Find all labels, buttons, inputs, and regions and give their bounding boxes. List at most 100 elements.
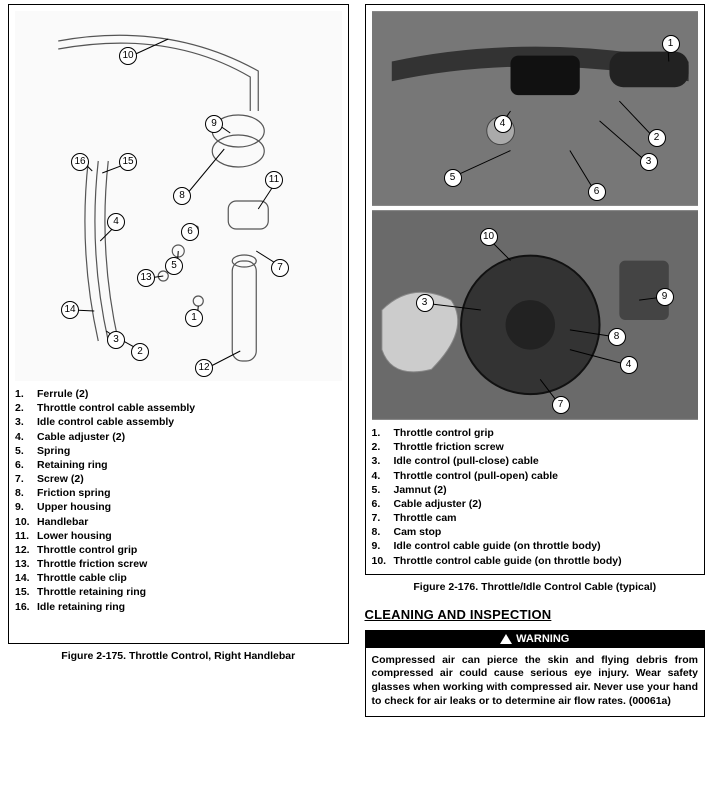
parts-num: 2. bbox=[372, 440, 394, 454]
parts-num: 3. bbox=[372, 454, 394, 468]
parts-row: 6.Cable adjuster (2) bbox=[372, 497, 699, 511]
parts-label: Friction spring bbox=[37, 486, 111, 500]
callout: 6 bbox=[588, 183, 606, 201]
warning-icon bbox=[500, 634, 512, 644]
callout: 7 bbox=[271, 259, 289, 277]
callout: 3 bbox=[107, 331, 125, 349]
parts-label: Throttle control cable guide (on throttl… bbox=[394, 554, 622, 568]
left-column: 10 9 16 15 8 11 4 6 5 13 7 1 14 3 2 12 1… bbox=[0, 0, 357, 789]
callout: 12 bbox=[195, 359, 213, 377]
parts-num: 2. bbox=[15, 401, 37, 415]
photo-throttle-body: 10 3 9 8 4 7 bbox=[372, 210, 699, 420]
parts-row: 3.Idle control (pull-close) cable bbox=[372, 454, 699, 468]
parts-num: 8. bbox=[372, 525, 394, 539]
parts-label: Throttle control (pull-open) cable bbox=[394, 469, 559, 483]
callout: 2 bbox=[648, 129, 666, 147]
parts-num: 5. bbox=[372, 483, 394, 497]
parts-num: 5. bbox=[15, 444, 37, 458]
parts-num: 8. bbox=[15, 486, 37, 500]
callout: 10 bbox=[480, 228, 498, 246]
parts-row: 6.Retaining ring bbox=[15, 458, 342, 472]
callout: 3 bbox=[416, 294, 434, 312]
parts-num: 11. bbox=[15, 529, 37, 543]
parts-label: Throttle control grip bbox=[37, 543, 137, 557]
right-column: 1 4 2 3 5 6 bbox=[357, 0, 713, 789]
callout: 16 bbox=[71, 153, 89, 171]
parts-label: Cam stop bbox=[394, 525, 442, 539]
parts-row: 5.Spring bbox=[15, 444, 342, 458]
parts-label: Spring bbox=[37, 444, 70, 458]
parts-label: Throttle retaining ring bbox=[37, 585, 146, 599]
warning-label: WARNING bbox=[516, 633, 569, 645]
parts-label: Jamnut (2) bbox=[394, 483, 447, 497]
parts-num: 12. bbox=[15, 543, 37, 557]
parts-num: 9. bbox=[372, 539, 394, 553]
figure-2-175: 10 9 16 15 8 11 4 6 5 13 7 1 14 3 2 12 1… bbox=[8, 4, 349, 644]
parts-num: 1. bbox=[15, 387, 37, 401]
parts-row: 4.Cable adjuster (2) bbox=[15, 430, 342, 444]
parts-row: 9.Upper housing bbox=[15, 500, 342, 514]
parts-label: Upper housing bbox=[37, 500, 111, 514]
parts-row: 12.Throttle control grip bbox=[15, 543, 342, 557]
callout: 8 bbox=[173, 187, 191, 205]
parts-num: 14. bbox=[15, 571, 37, 585]
parts-num: 7. bbox=[372, 511, 394, 525]
parts-label: Throttle control cable assembly bbox=[37, 401, 195, 415]
callout: 2 bbox=[131, 343, 149, 361]
parts-label: Throttle cam bbox=[394, 511, 457, 525]
parts-num: 10. bbox=[372, 554, 394, 568]
parts-row: 3.Idle control cable assembly bbox=[15, 415, 342, 429]
parts-label: Ferrule (2) bbox=[37, 387, 88, 401]
parts-row: 5.Jamnut (2) bbox=[372, 483, 699, 497]
parts-list-right: 1.Throttle control grip2.Throttle fricti… bbox=[372, 426, 699, 568]
callout: 3 bbox=[640, 153, 658, 171]
parts-label: Throttle friction screw bbox=[37, 557, 147, 571]
parts-label: Throttle control grip bbox=[394, 426, 494, 440]
parts-row: 4.Throttle control (pull-open) cable bbox=[372, 469, 699, 483]
parts-num: 13. bbox=[15, 557, 37, 571]
parts-row: 10.Handlebar bbox=[15, 515, 342, 529]
callout: 5 bbox=[444, 169, 462, 187]
parts-row: 8.Friction spring bbox=[15, 486, 342, 500]
callout: 1 bbox=[662, 35, 680, 53]
parts-row: 10.Throttle control cable guide (on thro… bbox=[372, 554, 699, 568]
figure-caption-left: Figure 2-175. Throttle Control, Right Ha… bbox=[8, 650, 349, 662]
parts-label: Idle control cable guide (on throttle bo… bbox=[394, 539, 601, 553]
parts-num: 6. bbox=[15, 458, 37, 472]
parts-row: 9.Idle control cable guide (on throttle … bbox=[372, 539, 699, 553]
warning-block: WARNING Compressed air can pierce the sk… bbox=[365, 630, 706, 718]
callout: 15 bbox=[119, 153, 137, 171]
parts-num: 7. bbox=[15, 472, 37, 486]
figure-caption-right: Figure 2-176. Throttle/Idle Control Cabl… bbox=[365, 581, 706, 593]
callout: 5 bbox=[165, 257, 183, 275]
parts-label: Cable adjuster (2) bbox=[394, 497, 482, 511]
callout: 9 bbox=[656, 288, 674, 306]
parts-num: 1. bbox=[372, 426, 394, 440]
parts-row: 7.Screw (2) bbox=[15, 472, 342, 486]
warning-text: Compressed air can pierce the skin and f… bbox=[365, 648, 706, 718]
parts-num: 6. bbox=[372, 497, 394, 511]
parts-num: 4. bbox=[372, 469, 394, 483]
parts-num: 4. bbox=[15, 430, 37, 444]
parts-num: 3. bbox=[15, 415, 37, 429]
parts-num: 15. bbox=[15, 585, 37, 599]
parts-label: Retaining ring bbox=[37, 458, 108, 472]
parts-label: Cable adjuster (2) bbox=[37, 430, 125, 444]
callout: 9 bbox=[205, 115, 223, 133]
photo-handlebar: 1 4 2 3 5 6 bbox=[372, 11, 699, 206]
callout: 4 bbox=[107, 213, 125, 231]
callout: 6 bbox=[181, 223, 199, 241]
parts-label: Idle control cable assembly bbox=[37, 415, 174, 429]
parts-row: 11.Lower housing bbox=[15, 529, 342, 543]
parts-label: Idle control (pull-close) cable bbox=[394, 454, 539, 468]
callout: 10 bbox=[119, 47, 137, 65]
callout: 13 bbox=[137, 269, 155, 287]
callout: 1 bbox=[185, 309, 203, 327]
callout: 14 bbox=[61, 301, 79, 319]
callout: 4 bbox=[494, 115, 512, 133]
section-heading: CLEANING AND INSPECTION bbox=[365, 607, 706, 622]
figure-2-176: 1 4 2 3 5 6 bbox=[365, 4, 706, 575]
parts-row: 1.Ferrule (2) bbox=[15, 387, 342, 401]
callout: 8 bbox=[608, 328, 626, 346]
parts-row: 2.Throttle friction screw bbox=[372, 440, 699, 454]
